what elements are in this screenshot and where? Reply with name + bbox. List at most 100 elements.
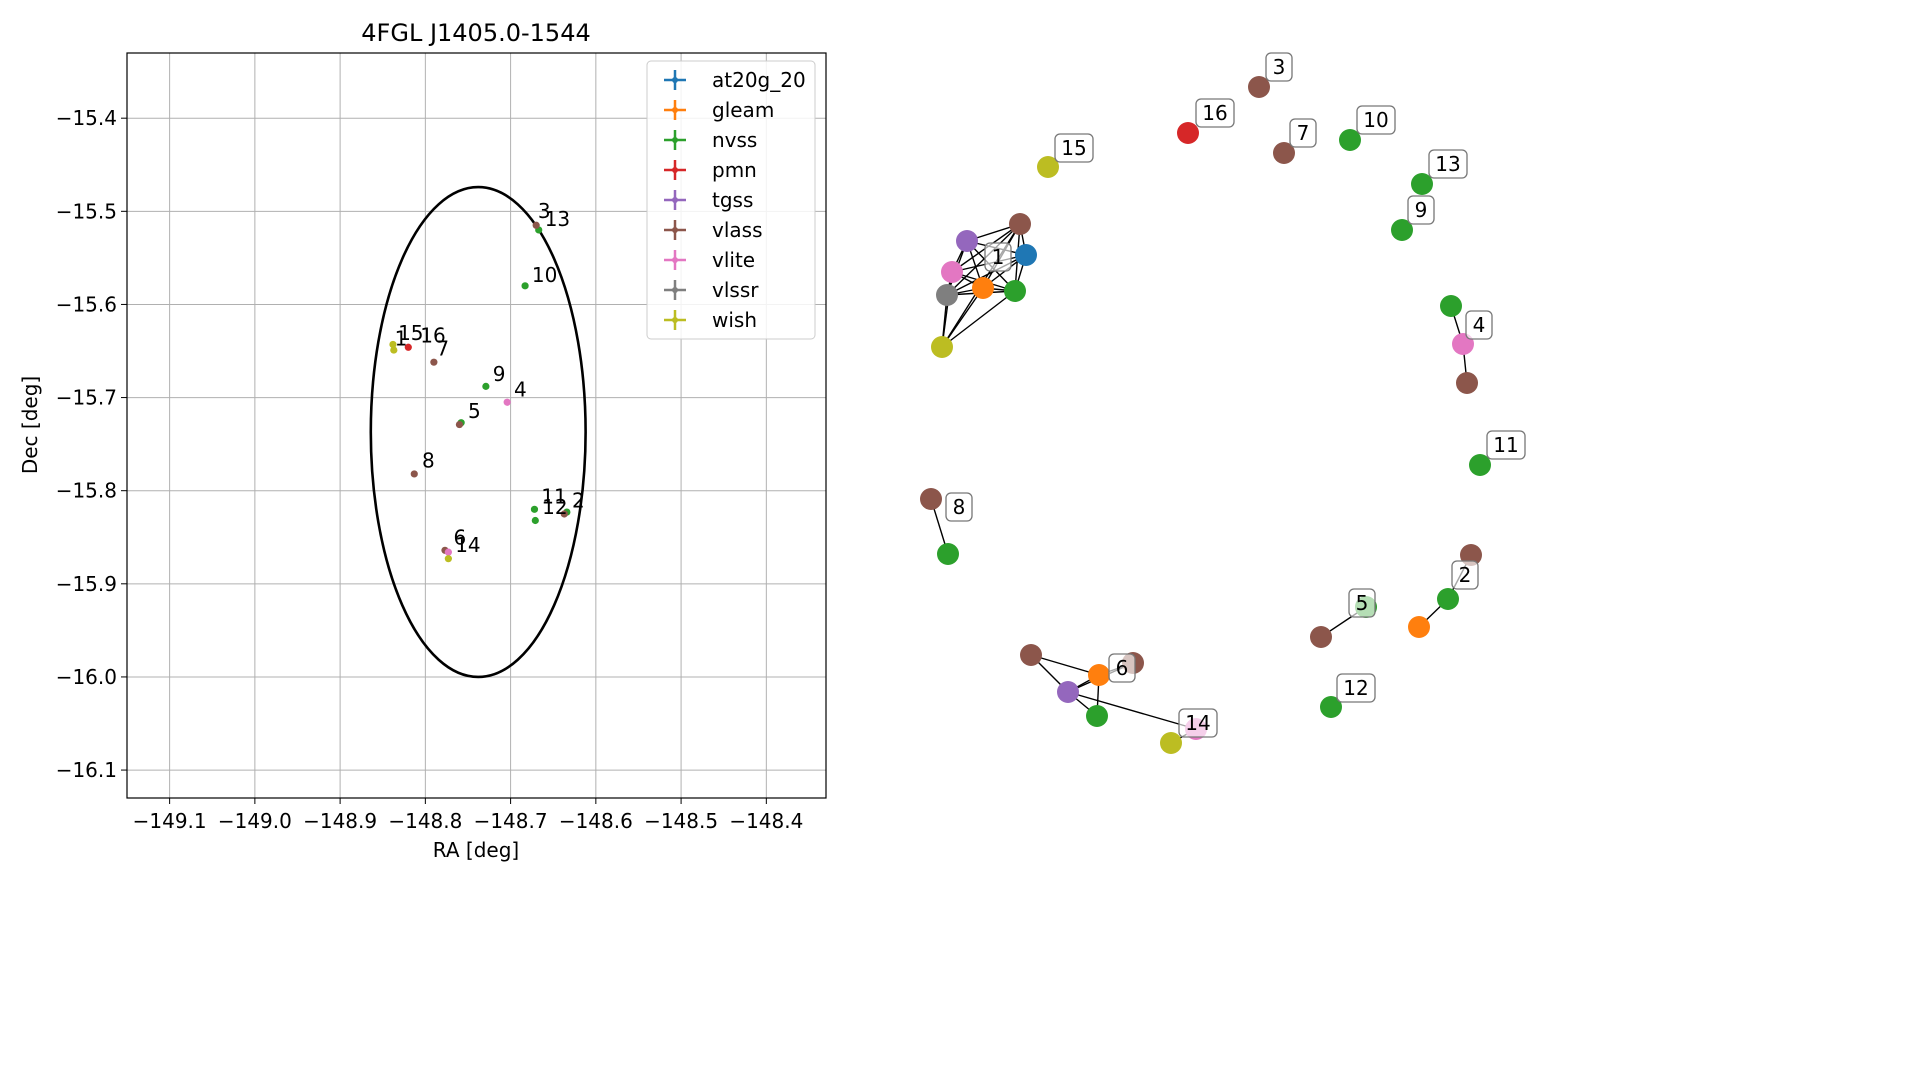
- network-node: [1248, 76, 1270, 98]
- legend-label: at20g_20: [712, 68, 806, 92]
- legend-label: nvss: [712, 128, 757, 152]
- network-label: 2: [1451, 560, 1479, 590]
- legend-label: gleam: [712, 98, 774, 122]
- network-edge: [946, 223, 1021, 296]
- network-label-text: 3: [1273, 55, 1286, 79]
- network-label: 1: [984, 242, 1012, 272]
- x-tick-label: −148.6: [559, 809, 633, 833]
- data-point-vlite: [444, 548, 452, 556]
- error-ellipse-layer: [369, 185, 587, 679]
- data-point-vlass: [410, 470, 418, 478]
- network-node: [1456, 372, 1478, 394]
- network-label-box: [1348, 588, 1376, 618]
- legend-marker: [672, 197, 678, 203]
- data-point-wish: [444, 555, 452, 563]
- network-node: [936, 284, 958, 306]
- network-label-text: 12: [1343, 676, 1368, 700]
- y-tick-label: −15.7: [56, 386, 117, 410]
- point-label: 7: [436, 337, 449, 361]
- network-edge: [946, 254, 1027, 296]
- y-tick-label: −16.1: [56, 758, 117, 782]
- network-node: [937, 543, 959, 565]
- x-axis-label: RA [deg]: [433, 838, 519, 862]
- network-label-text: 11: [1493, 433, 1518, 457]
- legend-marker: [672, 167, 678, 173]
- network-label-box: [1451, 560, 1479, 590]
- network-node: [1086, 705, 1108, 727]
- network-label-box: [984, 242, 1012, 272]
- network-node: [1408, 616, 1430, 638]
- network-label-text: 4: [1473, 313, 1486, 337]
- network-node: [1391, 219, 1413, 241]
- network-label-box: [1054, 133, 1094, 163]
- network-label-box: [1289, 118, 1317, 148]
- point-label: 12: [542, 495, 567, 519]
- y-tick-label: −15.5: [56, 199, 117, 223]
- network-label-text: 14: [1185, 711, 1210, 735]
- data-point-wish: [390, 346, 398, 354]
- data-point-wish: [389, 340, 397, 349]
- point-label: 11: [541, 485, 566, 509]
- network-node: [1037, 156, 1059, 178]
- legend-label: wish: [712, 308, 757, 332]
- network-node: [1273, 142, 1295, 164]
- data-point-nvss: [482, 382, 490, 390]
- network-node: [1004, 280, 1026, 302]
- network-label-text: 9: [1415, 198, 1428, 222]
- data-point-vlass: [532, 221, 540, 229]
- legend-label: vlass: [712, 218, 763, 242]
- network-label-text: 13: [1435, 152, 1460, 176]
- network-label: 16: [1195, 98, 1235, 128]
- data-point-vlass: [430, 358, 438, 366]
- legend-box: [646, 60, 816, 340]
- network-node: [1160, 732, 1182, 754]
- network-label: 4: [1465, 310, 1493, 340]
- network-label: 8: [945, 492, 973, 522]
- y-tick-label: −16.0: [56, 665, 117, 689]
- network-label: 10: [1356, 105, 1396, 135]
- y-tick-label: −15.8: [56, 479, 117, 503]
- legend-marker: [672, 137, 678, 143]
- network-edges: [930, 223, 1472, 744]
- y-tick-label: −15.9: [56, 572, 117, 596]
- network-node: [1015, 244, 1037, 266]
- x-tick-label: −148.5: [644, 809, 718, 833]
- point-label: 5: [468, 399, 481, 423]
- legend-marker: [672, 257, 678, 263]
- network-label: 7: [1289, 118, 1317, 148]
- network-label: 15: [1054, 133, 1094, 163]
- data-points: [389, 221, 571, 563]
- data-point-nvss: [530, 505, 539, 513]
- network-label-box: [1486, 430, 1526, 460]
- point-label: 1: [395, 326, 408, 350]
- x-tick-label: −148.9: [303, 809, 377, 833]
- point-label: 14: [455, 533, 480, 557]
- network-label-text: 10: [1363, 108, 1388, 132]
- network-node: [1009, 213, 1031, 235]
- point-label: 3: [538, 199, 551, 223]
- x-tick-label: −149.0: [218, 809, 292, 833]
- network-node: [1320, 696, 1342, 718]
- x-tick-label: −148.8: [388, 809, 462, 833]
- network-label-box: [1178, 708, 1218, 738]
- data-point-nvss: [531, 516, 539, 525]
- network-label-box: [945, 492, 973, 522]
- data-point-vlite: [503, 398, 511, 406]
- point-label: 13: [545, 207, 570, 231]
- legend-label: pmn: [712, 158, 757, 182]
- network-node: [1088, 664, 1110, 686]
- network-label-box: [1336, 673, 1376, 703]
- legend-marker: [672, 287, 678, 293]
- point-label: 16: [420, 324, 445, 348]
- y-axis-label: Dec [deg]: [18, 376, 42, 474]
- error-ellipse: [369, 185, 587, 679]
- legend-marker: [672, 227, 678, 233]
- y-axis-ticks: −15.4 −15.5 −15.6 −15.7 −15.8 −15.9 −16.0 −16.1: [56, 106, 127, 782]
- network-edge: [1030, 654, 1100, 676]
- point-label: 8: [422, 448, 435, 472]
- network-node: [931, 336, 953, 358]
